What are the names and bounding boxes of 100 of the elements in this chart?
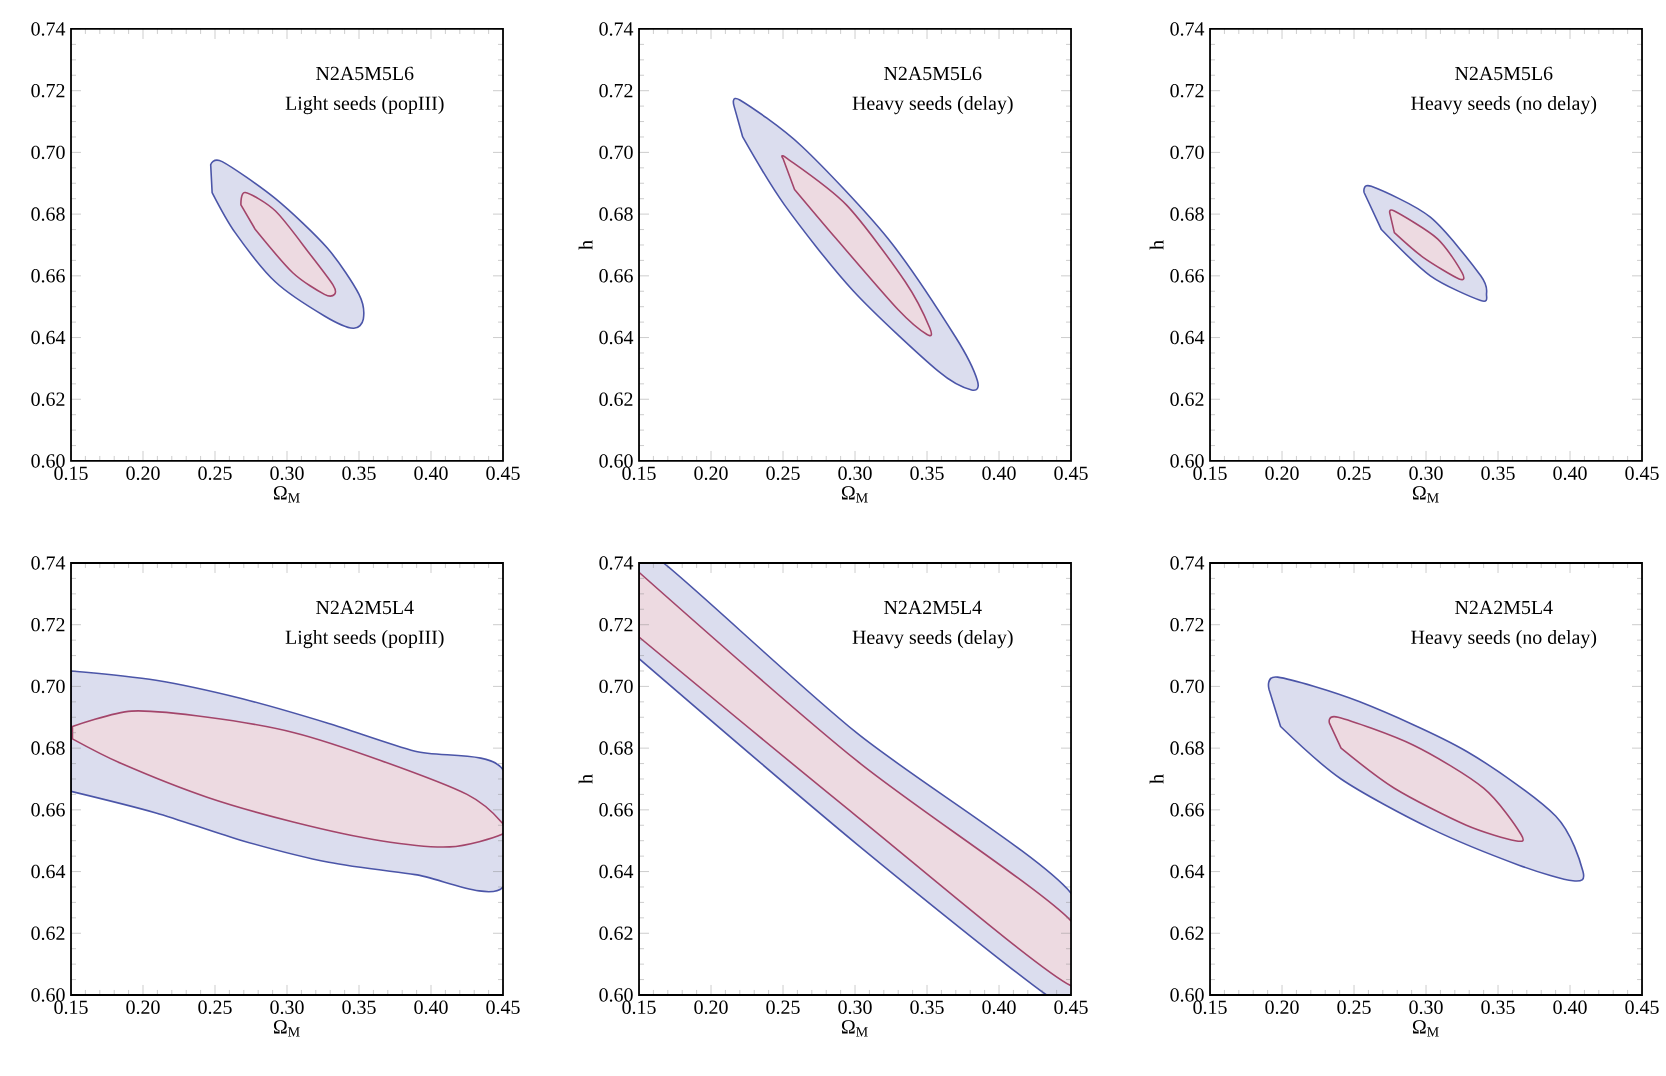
x-tick-label: 0.20 bbox=[126, 1000, 160, 1015]
x-tick-label: 0.15 bbox=[622, 466, 656, 481]
x-tick-label: 0.40 bbox=[414, 466, 448, 481]
y-tick-label: 0.74 bbox=[1170, 556, 1205, 570]
x-tick-label: 0.40 bbox=[1553, 1000, 1587, 1015]
x-axis-title: Ω$_{M}$ bbox=[841, 1020, 868, 1037]
y-tick-label: 0.66 bbox=[599, 269, 633, 283]
annotation: N2A5M5L6 bbox=[316, 66, 414, 81]
x-tick-label: 0.40 bbox=[1553, 466, 1587, 481]
x-tick-label: 0.30 bbox=[1409, 466, 1443, 481]
y-tick-label: 0.62 bbox=[599, 392, 633, 407]
x-tick-label: 0.15 bbox=[1193, 1000, 1227, 1015]
y-tick-label: 0.68 bbox=[1170, 741, 1204, 755]
y-tick-label: 0.70 bbox=[31, 145, 65, 160]
annotation: N2A5M5L6 bbox=[884, 66, 982, 81]
y-tick-label: 0.72 bbox=[599, 83, 633, 98]
annotation: Heavy seeds (delay) bbox=[852, 95, 1013, 115]
y-tick-label: 0.74 bbox=[31, 556, 66, 570]
y-tick-label: 0.70 bbox=[599, 145, 633, 160]
y-tick-label: 0.64 bbox=[1170, 330, 1205, 345]
y-tick-label: 0.70 bbox=[31, 679, 65, 694]
x-axis-title: Ω$_{M}$ bbox=[1412, 486, 1439, 503]
x-axis-title: Ω$_{M}$ bbox=[1412, 1020, 1439, 1037]
x-tick-label: 0.35 bbox=[1481, 1000, 1515, 1015]
y-tick-label: 0.66 bbox=[1170, 803, 1204, 817]
y-tick-label: 0.68 bbox=[1170, 207, 1204, 221]
y-tick-label: 0.74 bbox=[1170, 22, 1205, 36]
y-tick-label: 0.68 bbox=[31, 741, 65, 755]
y-tick-label: 0.74 bbox=[599, 22, 634, 36]
x-tick-label: 0.45 bbox=[1054, 466, 1088, 481]
y-tick-label: 0.64 bbox=[31, 330, 66, 345]
x-tick-label: 0.40 bbox=[982, 466, 1016, 481]
y-tick-label: 0.72 bbox=[1170, 617, 1204, 632]
x-tick-label: 0.30 bbox=[838, 466, 872, 481]
y-axis-title: h bbox=[1149, 240, 1164, 250]
y-tick-label: 0.66 bbox=[599, 803, 633, 817]
y-tick-label: 0.68 bbox=[599, 741, 633, 755]
x-tick-label: 0.25 bbox=[766, 1000, 800, 1015]
y-tick-label: 0.60 bbox=[1170, 454, 1204, 468]
x-tick-label: 0.25 bbox=[1337, 466, 1371, 481]
y-tick-label: 0.66 bbox=[31, 803, 65, 817]
x-tick-label: 0.20 bbox=[1265, 1000, 1299, 1015]
y-tick-label: 0.72 bbox=[1170, 83, 1204, 98]
x-tick-label: 0.30 bbox=[270, 1000, 304, 1015]
x-tick-label: 0.20 bbox=[126, 466, 160, 481]
x-tick-label: 0.20 bbox=[694, 466, 728, 481]
y-tick-label: 0.64 bbox=[1170, 864, 1205, 879]
x-tick-label: 0.35 bbox=[910, 466, 944, 481]
x-axis-title: Ω$_{M}$ bbox=[273, 1020, 300, 1037]
y-tick-label: 0.70 bbox=[1170, 145, 1204, 160]
y-tick-label: 0.66 bbox=[1170, 269, 1204, 283]
y-tick-label: 0.60 bbox=[1170, 988, 1204, 1002]
y-tick-label: 0.60 bbox=[599, 454, 633, 468]
x-tick-label: 0.35 bbox=[910, 1000, 944, 1015]
x-tick-label: 0.45 bbox=[486, 1000, 520, 1015]
x-tick-label: 0.35 bbox=[1481, 466, 1515, 481]
x-tick-label: 0.15 bbox=[622, 1000, 656, 1015]
annotation: N2A2M5L4 bbox=[1455, 600, 1553, 615]
annotation: N2A5M5L6 bbox=[1455, 66, 1553, 81]
x-tick-label: 0.20 bbox=[694, 1000, 728, 1015]
y-tick-label: 0.72 bbox=[31, 83, 65, 98]
x-tick-label: 0.15 bbox=[1193, 466, 1227, 481]
x-tick-label: 0.25 bbox=[198, 466, 232, 481]
y-tick-label: 0.62 bbox=[31, 392, 65, 407]
y-tick-label: 0.70 bbox=[599, 679, 633, 694]
y-tick-label: 0.66 bbox=[31, 269, 65, 283]
y-tick-label: 0.62 bbox=[1170, 926, 1204, 941]
annotation: Light seeds (popIII) bbox=[285, 95, 444, 115]
y-tick-label: 0.72 bbox=[31, 617, 65, 632]
y-tick-label: 0.62 bbox=[599, 926, 633, 941]
x-tick-label: 0.25 bbox=[1337, 1000, 1371, 1015]
x-tick-label: 0.45 bbox=[1625, 1000, 1659, 1015]
annotation: N2A2M5L4 bbox=[884, 600, 982, 615]
y-tick-label: 0.72 bbox=[599, 617, 633, 632]
annotation: Heavy seeds (delay) bbox=[852, 630, 1013, 649]
y-axis-title: h bbox=[578, 240, 593, 250]
x-tick-label: 0.15 bbox=[54, 1000, 88, 1015]
x-tick-label: 0.30 bbox=[1409, 1000, 1443, 1015]
x-tick-label: 0.30 bbox=[838, 1000, 872, 1015]
y-tick-label: 0.68 bbox=[599, 207, 633, 221]
y-tick-label: 0.74 bbox=[599, 556, 634, 570]
annotation: Heavy seeds (no delay) bbox=[1411, 630, 1597, 649]
y-tick-label: 0.62 bbox=[31, 926, 65, 941]
y-axis-title: h bbox=[1149, 774, 1164, 784]
x-axis-title: Ω$_{M}$ bbox=[841, 486, 868, 503]
annotation: N2A2M5L4 bbox=[316, 600, 414, 615]
y-tick-label: 0.64 bbox=[599, 864, 634, 879]
x-tick-label: 0.45 bbox=[1054, 1000, 1088, 1015]
annotation: Light seeds (popIII) bbox=[285, 630, 444, 649]
x-tick-label: 0.45 bbox=[1625, 466, 1659, 481]
x-tick-label: 0.15 bbox=[54, 466, 88, 481]
x-tick-label: 0.20 bbox=[1265, 466, 1299, 481]
y-tick-label: 0.62 bbox=[1170, 392, 1204, 407]
x-tick-label: 0.45 bbox=[486, 466, 520, 481]
y-tick-label: 0.60 bbox=[599, 988, 633, 1002]
x-tick-label: 0.25 bbox=[198, 1000, 232, 1015]
y-tick-label: 0.64 bbox=[31, 864, 66, 879]
x-axis-title: Ω$_{M}$ bbox=[273, 486, 300, 503]
y-axis-title: h bbox=[578, 774, 593, 784]
x-tick-label: 0.35 bbox=[342, 466, 376, 481]
